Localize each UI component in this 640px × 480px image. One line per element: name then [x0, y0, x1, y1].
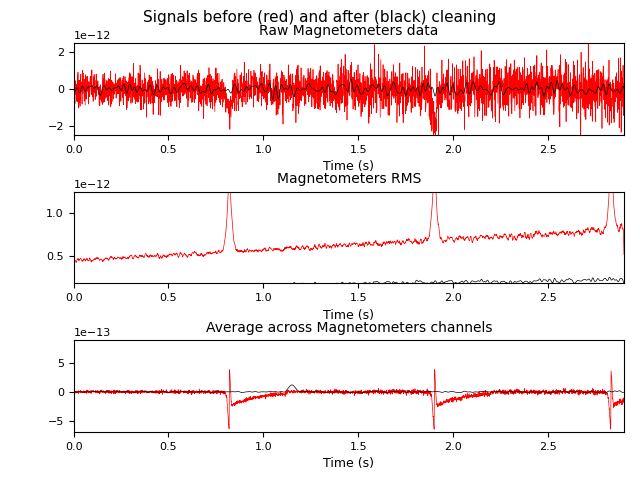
Title: Average across Magnetometers channels: Average across Magnetometers channels	[205, 321, 492, 335]
Text: Signals before (red) and after (black) cleaning: Signals before (red) and after (black) c…	[143, 10, 497, 24]
X-axis label: Time (s): Time (s)	[323, 160, 374, 173]
X-axis label: Time (s): Time (s)	[323, 457, 374, 470]
X-axis label: Time (s): Time (s)	[323, 309, 374, 322]
Title: Magnetometers RMS: Magnetometers RMS	[276, 172, 421, 186]
Title: Raw Magnetometers data: Raw Magnetometers data	[259, 24, 438, 38]
